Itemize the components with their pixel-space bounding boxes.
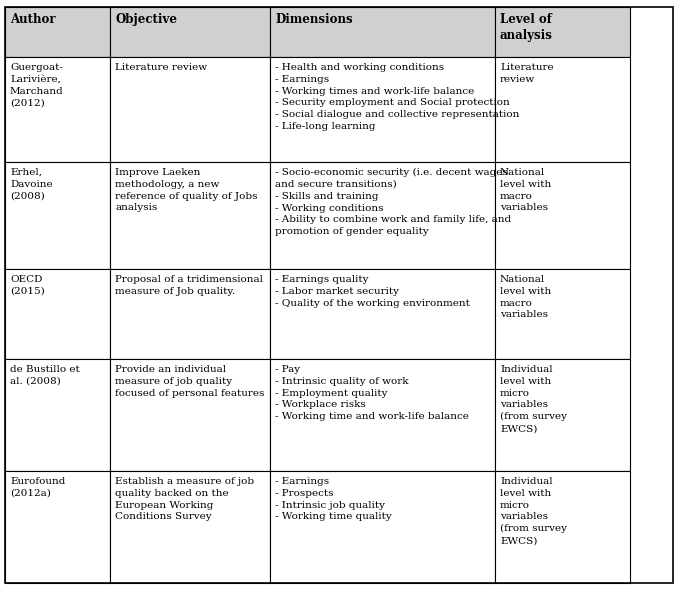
Text: Objective: Objective	[115, 13, 177, 26]
Bar	[110, 57, 270, 162]
Bar	[495, 471, 630, 583]
Text: National
level with
macro
variables: National level with macro variables	[500, 275, 551, 320]
Text: Level of
analysis: Level of analysis	[500, 13, 553, 42]
Text: Literature review: Literature review	[115, 63, 207, 72]
Text: - Pay
- Intrinsic quality of work
- Employment quality
- Workplace risks
- Worki: - Pay - Intrinsic quality of work - Empl…	[275, 365, 469, 421]
Text: - Socio-economic security (i.e. decent wages
and secure transitions)
- Skills an: - Socio-economic security (i.e. decent w…	[275, 168, 511, 236]
Text: Dimensions: Dimensions	[275, 13, 353, 26]
Bar	[270, 57, 495, 162]
Bar	[5, 269, 110, 359]
Text: Establish a measure of job
quality backed on the
European Working
Conditions Sur: Establish a measure of job quality backe…	[115, 477, 254, 521]
Bar	[495, 162, 630, 269]
Bar	[270, 162, 495, 269]
Bar	[110, 471, 270, 583]
Bar	[5, 359, 110, 471]
Text: - Health and working conditions
- Earnings
- Working times and work-life balance: - Health and working conditions - Earnin…	[275, 63, 519, 131]
Text: Guergoat-
Larivière,
Marchand
(2012): Guergoat- Larivière, Marchand (2012)	[10, 63, 64, 108]
Text: OECD
(2015): OECD (2015)	[10, 275, 45, 296]
Bar	[5, 471, 110, 583]
Bar	[110, 269, 270, 359]
Bar	[270, 359, 495, 471]
Bar	[110, 7, 270, 57]
Bar	[5, 57, 110, 162]
Text: National
level with
macro
variables: National level with macro variables	[500, 168, 551, 212]
Bar	[5, 7, 110, 57]
Bar	[110, 162, 270, 269]
Text: - Earnings quality
- Labor market security
- Quality of the working environment: - Earnings quality - Labor market securi…	[275, 275, 470, 308]
Bar	[270, 269, 495, 359]
Text: Individual
level with
micro
variables
(from survey
EWCS): Individual level with micro variables (f…	[500, 477, 567, 545]
Text: Provide an individual
measure of job quality
focused of personal features: Provide an individual measure of job qua…	[115, 365, 264, 397]
Bar	[270, 7, 495, 57]
Text: - Earnings
- Prospects
- Intrinsic job quality
- Working time quality: - Earnings - Prospects - Intrinsic job q…	[275, 477, 392, 521]
Text: Proposal of a tridimensional
measure of Job quality.: Proposal of a tridimensional measure of …	[115, 275, 263, 296]
Bar	[495, 57, 630, 162]
Text: Eurofound
(2012a): Eurofound (2012a)	[10, 477, 65, 498]
Bar	[5, 162, 110, 269]
Text: Improve Laeken
methodology, a new
reference of quality of Jobs
analysis: Improve Laeken methodology, a new refere…	[115, 168, 258, 212]
Text: de Bustillo et
al. (2008): de Bustillo et al. (2008)	[10, 365, 80, 386]
Text: Literature
review: Literature review	[500, 63, 554, 84]
Bar	[110, 359, 270, 471]
Bar	[495, 359, 630, 471]
Text: Author: Author	[10, 13, 56, 26]
Text: Erhel,
Davoine
(2008): Erhel, Davoine (2008)	[10, 168, 53, 201]
Bar	[270, 471, 495, 583]
Text: Individual
level with
micro
variables
(from survey
EWCS): Individual level with micro variables (f…	[500, 365, 567, 433]
Bar	[495, 7, 630, 57]
Bar	[495, 269, 630, 359]
